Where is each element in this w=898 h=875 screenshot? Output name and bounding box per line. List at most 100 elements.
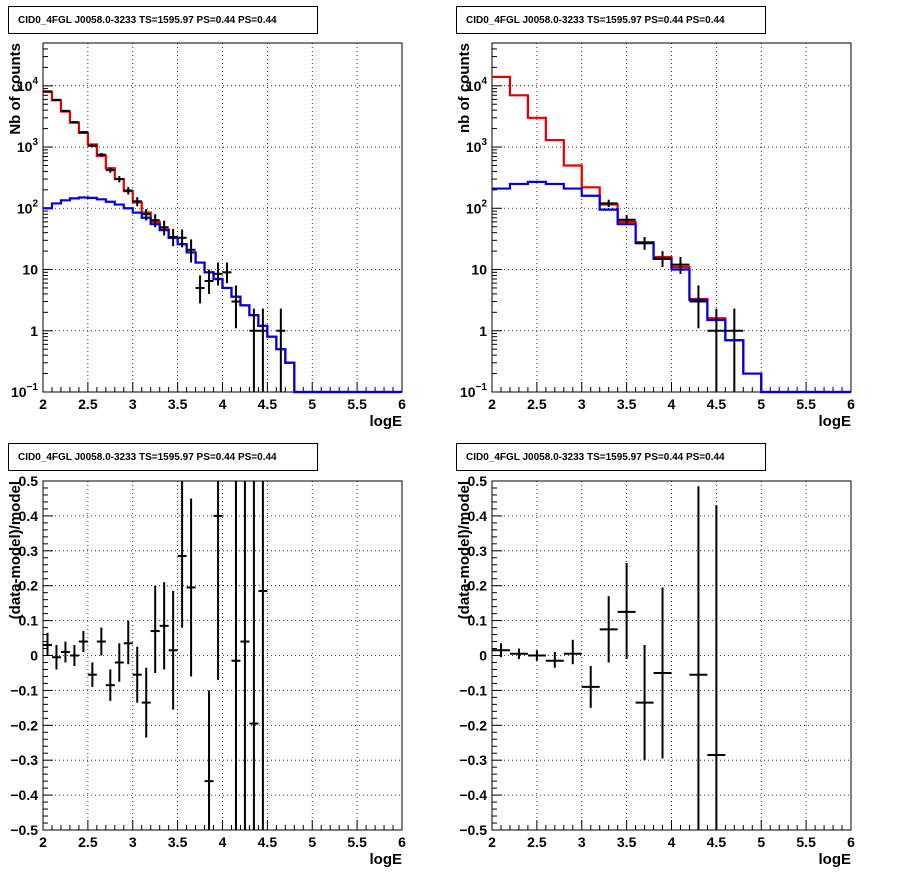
y-tick-label: 0.3 <box>468 543 488 559</box>
y-tick-label: 10 <box>22 262 38 278</box>
residual-point <box>141 667 151 738</box>
residual-point <box>87 662 97 687</box>
y-tick-label: 0.5 <box>468 473 488 489</box>
y-tick-label: −0.3 <box>459 752 487 768</box>
x-tick-label: 3 <box>129 396 137 412</box>
data-point <box>168 228 178 247</box>
chart-pad-3: CID0_4FGL J0058.0-3233 TS=1595.97 PS=0.4… <box>7 443 406 868</box>
y-tick-label: −0.4 <box>10 787 38 803</box>
data-point <box>186 239 196 263</box>
y-tick-label: 0.1 <box>19 613 39 629</box>
residual-point <box>105 669 115 701</box>
data-point <box>689 285 708 329</box>
data-point <box>635 236 654 250</box>
x-tick-label: 5 <box>308 834 316 850</box>
x-tick-label: 4 <box>668 396 676 412</box>
y-tick-label: 0.3 <box>19 543 39 559</box>
residual-point <box>707 505 726 830</box>
y-tick-exponent: 4 <box>481 76 487 87</box>
x-tick-label: 3 <box>578 396 586 412</box>
data-point <box>653 251 672 267</box>
data-point <box>707 308 726 392</box>
data-point <box>51 98 61 101</box>
x-tick-label: 3 <box>578 834 586 850</box>
data-point <box>150 214 160 228</box>
x-tick-label: 6 <box>398 834 406 850</box>
residual-point <box>96 627 106 656</box>
x-tick-label: 4 <box>219 834 227 850</box>
y-tick-label: 0.4 <box>468 508 488 524</box>
data-point <box>276 308 286 392</box>
residual-point <box>563 639 582 665</box>
residual-point <box>545 652 564 668</box>
pad-title: CID0_4FGL J0058.0-3233 TS=1595.97 PS=0.4… <box>18 15 277 26</box>
residual-point <box>43 632 52 656</box>
y-tick-label: −0.1 <box>459 682 487 698</box>
residual-point <box>509 648 528 659</box>
pad-title-box <box>456 6 766 34</box>
residual-point <box>159 582 169 670</box>
model-source-histogram <box>492 180 851 394</box>
y-tick-base: 10 <box>17 139 33 155</box>
data-point <box>204 269 214 294</box>
data-point <box>177 229 187 248</box>
y-tick-exponent: −1 <box>27 382 39 393</box>
x-tick-label: 6 <box>847 834 855 850</box>
data-point <box>114 176 124 183</box>
y-tick-label: 0.2 <box>19 578 39 594</box>
x-tick-label: 4 <box>219 396 227 412</box>
y-tick-exponent: 4 <box>32 76 38 87</box>
residual-point <box>114 643 124 682</box>
y-tick-exponent: 3 <box>481 137 487 148</box>
data-point <box>195 275 205 304</box>
data-point <box>213 262 223 286</box>
residual-point <box>258 481 268 830</box>
y-tick-label: 10−1 <box>460 382 487 400</box>
data-point <box>141 209 151 221</box>
y-tick-base: 10 <box>466 139 482 155</box>
data-point <box>258 308 268 392</box>
chart-pad-1: CID0_4FGL J0058.0-3233 TS=1595.97 PS=0.4… <box>7 6 406 430</box>
residual-point <box>213 481 223 680</box>
y-tick-label: −0.2 <box>10 717 38 733</box>
residual-point <box>150 585 160 673</box>
y-axis-title: Nb of counts <box>7 43 24 135</box>
y-tick-label: 103 <box>466 137 488 155</box>
y-tick-label: −0.5 <box>10 822 38 838</box>
y-tick-label: 0.2 <box>468 578 488 594</box>
x-tick-label: 4.5 <box>258 396 278 412</box>
x-tick-label: 6 <box>847 396 855 412</box>
y-tick-base: 10 <box>11 384 27 400</box>
data-point <box>231 285 241 329</box>
x-axis-title: logE <box>819 413 852 430</box>
data-point <box>78 130 88 134</box>
data-point <box>249 308 259 392</box>
x-tick-label: 5.5 <box>796 396 816 412</box>
y-axis-title: nb of counts <box>456 43 473 133</box>
y-tick-label: 102 <box>466 198 488 216</box>
y-tick-base: 10 <box>17 200 33 216</box>
data-point <box>132 197 142 207</box>
residual-point <box>123 620 133 665</box>
x-tick-label: 2 <box>39 396 47 412</box>
x-tick-label: 4.5 <box>707 834 727 850</box>
y-tick-label: 0 <box>30 648 38 664</box>
x-axis-title: logE <box>819 851 852 868</box>
residual-point <box>231 481 241 830</box>
residual-point <box>653 587 672 759</box>
data-point <box>123 187 133 195</box>
y-tick-label: −0.3 <box>10 752 38 768</box>
residual-point <box>204 690 214 830</box>
y-tick-label: 103 <box>17 137 39 155</box>
residual-point <box>132 646 142 703</box>
y-tick-label: 1 <box>479 323 487 339</box>
pad-title: CID0_4FGL J0058.0-3233 TS=1595.97 PS=0.4… <box>466 15 725 26</box>
residual-point <box>527 650 546 661</box>
y-tick-label: −0.2 <box>459 717 487 733</box>
data-point <box>43 90 52 93</box>
x-tick-label: 2.5 <box>78 396 98 412</box>
x-tick-label: 5 <box>757 834 765 850</box>
x-tick-label: 3.5 <box>617 834 637 850</box>
pad-title-box <box>8 443 318 471</box>
